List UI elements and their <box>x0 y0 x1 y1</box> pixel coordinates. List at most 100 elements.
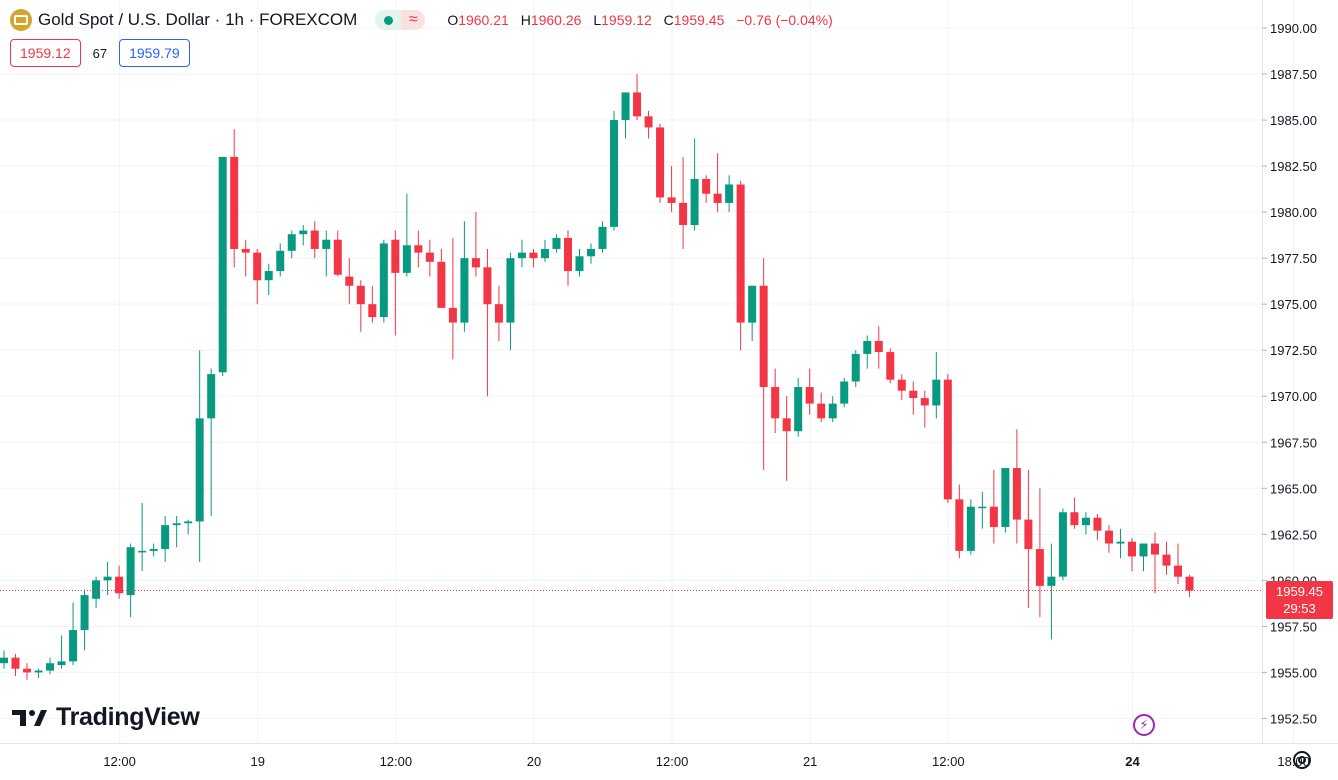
candle-up <box>34 668 43 678</box>
candle-down <box>920 390 929 428</box>
candle-down <box>1012 429 1021 544</box>
candle-down <box>633 74 642 121</box>
candle-body <box>805 387 814 404</box>
candle-body <box>138 550 147 553</box>
candle-down <box>437 248 446 308</box>
candle-body <box>506 258 515 323</box>
candle-body <box>690 178 699 226</box>
candle-down <box>483 248 492 397</box>
market-status-pill[interactable]: ≈ <box>375 10 426 30</box>
market-open-icon <box>375 10 402 30</box>
y-tick-label: 1952.50 <box>1270 711 1317 726</box>
candle-body <box>333 239 342 275</box>
candle-body <box>23 668 32 673</box>
candle-body <box>886 352 895 380</box>
candle-body <box>1035 549 1044 586</box>
symbol-title[interactable]: Gold Spot / U.S. Dollar · 1h · FOREXCOM <box>38 10 358 29</box>
y-tick-label: 1970.00 <box>1270 389 1317 404</box>
candle-body <box>80 595 89 631</box>
candle-body <box>932 379 941 406</box>
candle-body <box>713 193 722 203</box>
last-price-label: 1959.45 29:53 <box>1266 581 1333 619</box>
x-tick-label: 12:00 <box>932 754 965 769</box>
candle-body <box>356 285 365 305</box>
y-tick-label: 1965.00 <box>1270 481 1317 496</box>
candle-up <box>1047 543 1056 640</box>
candle-body <box>1174 565 1183 577</box>
candle-body <box>1081 517 1090 526</box>
candle-up <box>794 377 803 437</box>
candle-body <box>1139 543 1148 557</box>
candle-up <box>587 243 596 264</box>
gear-icon[interactable] <box>1293 751 1311 769</box>
candle-body <box>437 261 446 308</box>
candle-up <box>1058 508 1067 581</box>
candle-down <box>943 374 952 504</box>
candle-up <box>92 576 101 608</box>
candle-down <box>1104 525 1113 553</box>
candle-body <box>529 252 538 259</box>
candles <box>0 74 1262 680</box>
ohlc-values: O1960.21 H1960.26 L1959.12 C1959.45 −0.7… <box>447 12 833 28</box>
candle-up <box>621 92 630 139</box>
y-tick-label: 1967.50 <box>1270 435 1317 450</box>
time-axis[interactable]: 12:00 19 12:00 20 12:00 21 12:00 24 18:00 <box>103 754 1310 769</box>
candle-down <box>874 326 883 369</box>
candle-body <box>966 506 975 551</box>
candle-body <box>794 387 803 432</box>
candle-body <box>483 267 492 305</box>
wave-icon: ≈ <box>401 10 426 30</box>
candle-body <box>57 661 66 666</box>
candle-up <box>506 252 515 351</box>
candle-up <box>598 221 607 253</box>
candle-down <box>310 221 319 259</box>
candle-body <box>621 92 630 121</box>
candle-body <box>840 381 849 404</box>
candle-body <box>587 248 596 257</box>
tradingview-logo[interactable]: TradingView <box>12 703 200 732</box>
candle-body <box>368 304 377 318</box>
candle-down <box>494 285 503 342</box>
candle-down <box>989 469 998 544</box>
flash-icon[interactable]: ⚡ <box>1133 714 1155 736</box>
candle-up <box>195 350 204 562</box>
candle-down <box>909 381 918 415</box>
gold-coin-icon <box>10 9 32 31</box>
candle-down <box>425 239 434 277</box>
candle-up <box>299 225 308 246</box>
candle-body <box>172 523 181 526</box>
candle-body <box>1093 517 1102 531</box>
candle-up <box>287 230 296 259</box>
buy-button[interactable]: 1959.79 <box>119 39 190 67</box>
candle-body <box>679 202 688 226</box>
candle-down <box>817 392 826 423</box>
candle-body <box>782 418 791 432</box>
candle-body <box>230 156 239 249</box>
candle-up <box>748 285 757 342</box>
candle-body <box>149 549 158 551</box>
candle-body <box>759 285 768 388</box>
candle-up <box>218 156 227 376</box>
candle-body <box>276 250 285 272</box>
price-axis[interactable]: 1990.00 1987.50 1985.00 1982.50 1980.00 1977.… <box>1262 21 1317 726</box>
candle-body <box>1151 543 1159 555</box>
sell-button[interactable]: 1959.12 <box>10 39 81 67</box>
x-tick-label: 12:00 <box>103 754 136 769</box>
candle-up <box>840 377 849 408</box>
x-tick-label: 21 <box>803 754 817 769</box>
candle-body <box>299 230 308 235</box>
candle-down <box>897 374 906 400</box>
candle-up <box>57 635 66 669</box>
candle-body <box>955 499 964 551</box>
candle-down <box>11 654 20 677</box>
candle-body <box>702 178 711 194</box>
low-value: 1959.12 <box>601 12 652 28</box>
candle-down <box>115 565 124 599</box>
candle-body <box>863 341 872 354</box>
candle-down <box>368 285 377 323</box>
candle-body <box>92 580 101 599</box>
y-tick-label: 1985.00 <box>1270 113 1317 128</box>
candle-up <box>184 519 193 535</box>
candle-body <box>1070 512 1079 526</box>
